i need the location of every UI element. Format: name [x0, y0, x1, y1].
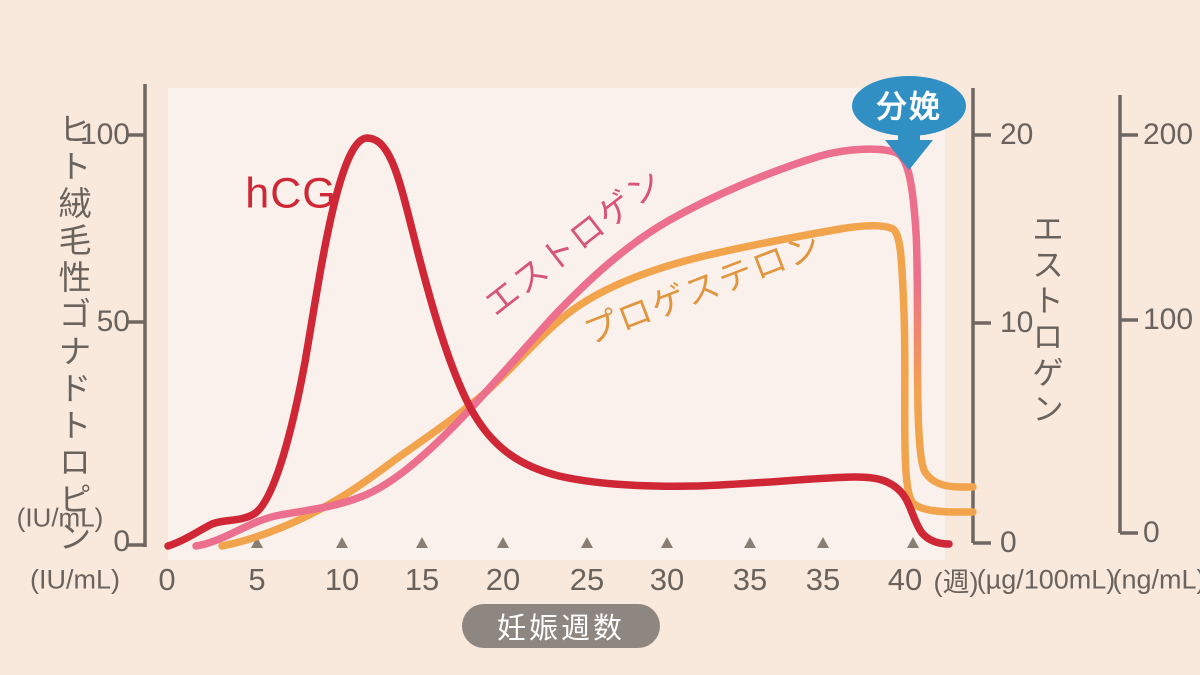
x-tick-10: 10 — [324, 562, 360, 597]
right-inner-tick-label-0: 0 — [1000, 526, 1017, 559]
gestation-weeks-pill: 妊娠週数 — [462, 604, 660, 648]
x-tick-0: 0 — [158, 562, 176, 597]
x-tick-5: 5 — [248, 562, 266, 597]
estrogen-axis-title: エストロゲン — [1028, 212, 1064, 428]
right-axis-outer — [1118, 95, 1138, 535]
x-tick-40: 40 — [887, 562, 923, 597]
delivery-label: 分娩 — [876, 89, 942, 125]
right-outer-tick-label-200: 200 — [1143, 118, 1194, 151]
x-triangle-25 — [581, 537, 593, 548]
left-axis-unit: (IU/mL) — [16, 502, 104, 533]
x-triangle-15 — [416, 537, 428, 548]
right-inner-tick-label-20: 20 — [1000, 118, 1034, 151]
x-tick-35a: 35 — [732, 562, 768, 597]
right-outer-tick-label-0: 0 — [1143, 516, 1160, 549]
x-triangle-30 — [661, 537, 673, 548]
x-tick-35b: 35 — [805, 562, 841, 597]
delivery-balloon — [852, 76, 966, 170]
x-triangle-20 — [497, 537, 509, 548]
x-tick-15: 15 — [404, 562, 440, 597]
right-axis-inner — [971, 88, 991, 545]
estrogen-curve — [192, 145, 901, 550]
x-axis-week-suffix: (週) — [933, 567, 979, 598]
x-triangle-10 — [336, 537, 348, 548]
x-triangle-35a — [744, 537, 756, 548]
x-triangle-5 — [251, 537, 263, 548]
delivery-arrow-icon — [885, 126, 933, 170]
x-triangle-40 — [907, 537, 919, 548]
delivery-balloon-ellipse — [852, 76, 966, 136]
right-inner-tick-label-10: 10 — [1000, 306, 1034, 339]
x-tick-20: 20 — [485, 562, 521, 597]
progesterone-curve — [218, 221, 977, 550]
left-axis-title: ヒト絨毛性ゴナドトロピン — [54, 112, 91, 556]
left-tick-label-0: 0 — [113, 525, 130, 558]
x-axis-unit-left: (IU/mL) — [30, 564, 120, 595]
left-tick-label-50: 50 — [96, 305, 130, 338]
gestation-weeks-pill-label: 妊娠週数 — [496, 613, 625, 645]
left-axis — [128, 84, 147, 547]
x-tick-25: 25 — [569, 562, 605, 597]
right-outer-tick-label-100: 100 — [1143, 303, 1194, 336]
hcg-series-label: hCG — [245, 169, 337, 218]
left-tick-label-100: 100 — [79, 118, 130, 151]
estrogen-curve-drop — [893, 149, 977, 491]
hcg-curve — [164, 134, 953, 550]
x-triangle-35b — [817, 537, 829, 548]
x-axis-unit-estrogen: (µg/100mL) — [976, 564, 1116, 595]
x-axis-triangle-ticks — [251, 537, 919, 548]
x-tick-30: 30 — [649, 562, 685, 597]
x-axis-unit-progesterone: (ng/mL) — [1112, 564, 1200, 595]
